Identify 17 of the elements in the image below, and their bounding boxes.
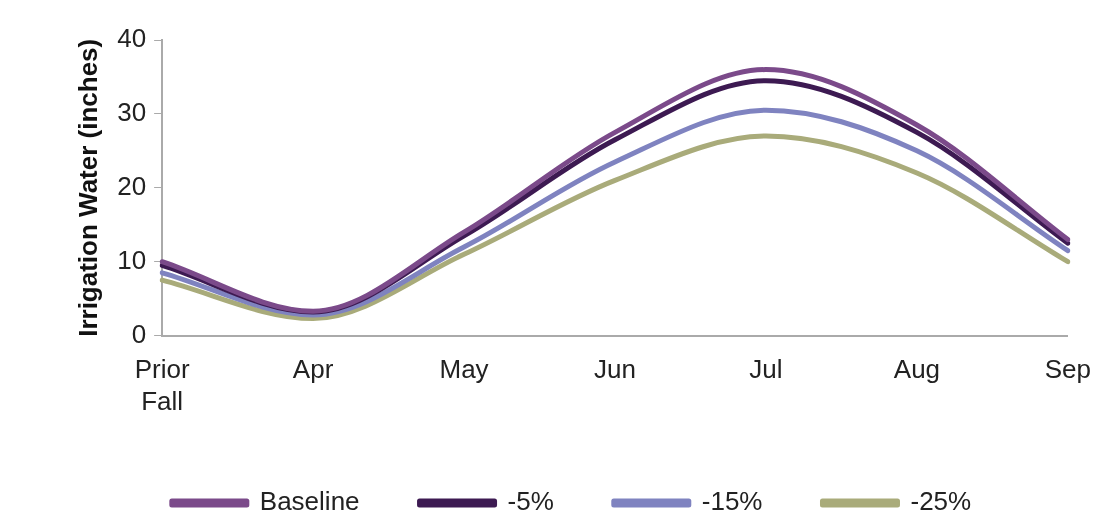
legend-label: Baseline [259,486,360,517]
y-tick-label: 20 [117,170,147,201]
y-tick-label: 40 [117,23,147,54]
legend-label: -5% [507,486,554,517]
x-tick-label: Aug [893,354,941,385]
x-tick-label: Jul [749,354,783,385]
legend-label: -15% [701,486,763,517]
x-tick-label: Jun [594,354,636,385]
x-tick-label: Prior Fall [134,354,190,416]
x-tick-label: Sep [1044,354,1091,385]
y-tick-label: 30 [117,97,147,128]
y-tick-label: 0 [131,318,147,349]
y-tick-label: 10 [117,244,147,275]
legend-label: -25% [910,486,972,517]
x-tick-label: May [439,354,489,385]
x-tick-label: Apr [292,354,334,385]
y-axis-title: Irrigation Water (inches) [72,38,103,337]
